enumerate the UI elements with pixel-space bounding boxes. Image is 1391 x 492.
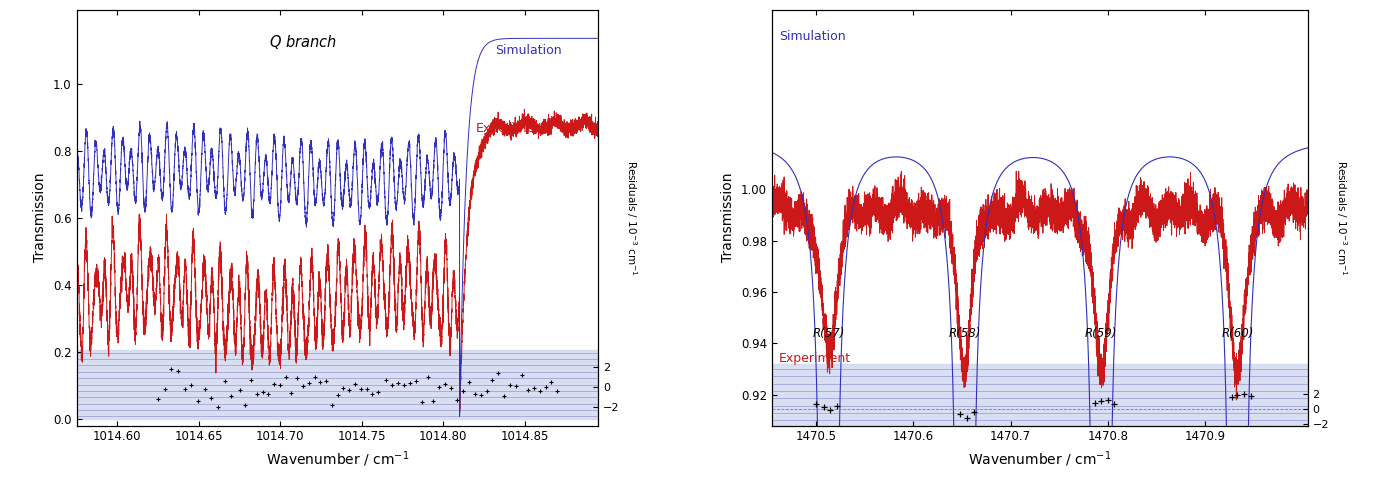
Text: R(58): R(58) (949, 327, 981, 339)
Text: Simulation: Simulation (495, 44, 562, 57)
Text: $Q$ branch: $Q$ branch (270, 32, 338, 51)
Y-axis label: Transmission: Transmission (33, 173, 47, 262)
Text: Experiment: Experiment (476, 123, 548, 135)
X-axis label: Wavenumber / cm$^{-1}$: Wavenumber / cm$^{-1}$ (968, 449, 1111, 468)
Text: R(59): R(59) (1085, 327, 1117, 339)
Text: R(57): R(57) (812, 327, 844, 339)
Text: R(60): R(60) (1221, 327, 1253, 339)
Y-axis label: Transmission: Transmission (722, 173, 736, 262)
Text: Experiment: Experiment (779, 352, 851, 366)
Text: Simulation: Simulation (779, 31, 846, 43)
Y-axis label: Residuals / 10$^{-3}$ cm$^{-1}$: Residuals / 10$^{-3}$ cm$^{-1}$ (625, 160, 638, 276)
Y-axis label: Residuals / 10$^{-3}$ cm$^{-1}$: Residuals / 10$^{-3}$ cm$^{-1}$ (1334, 160, 1348, 276)
X-axis label: Wavenumber / cm$^{-1}$: Wavenumber / cm$^{-1}$ (266, 449, 409, 468)
